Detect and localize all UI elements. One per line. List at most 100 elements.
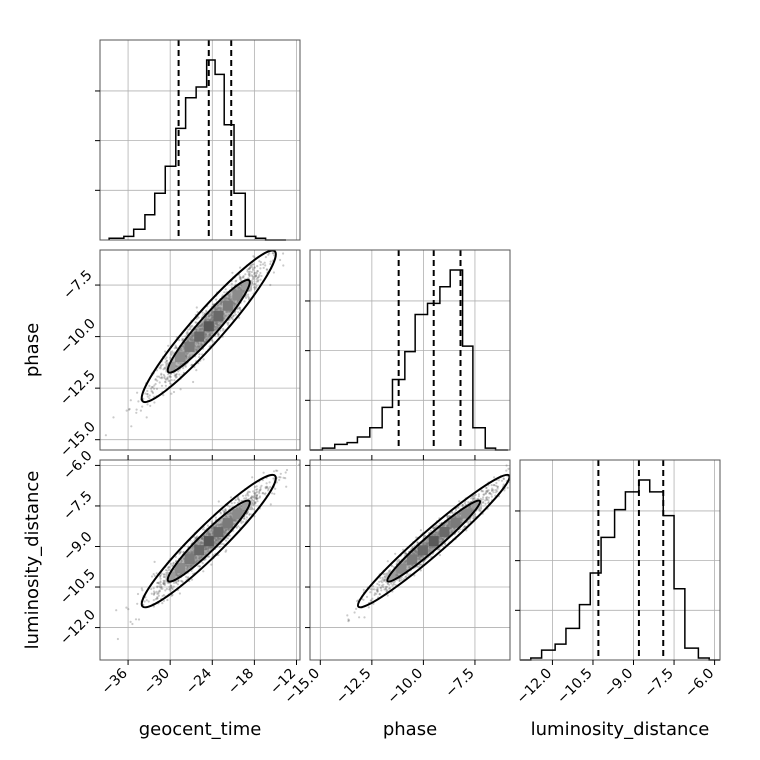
sample-point (172, 562, 175, 565)
sample-point (167, 379, 170, 382)
sample-point (258, 496, 261, 499)
sample-point (155, 387, 159, 390)
sample-point (217, 333, 220, 336)
sample-point (455, 508, 458, 512)
sample-point (160, 586, 163, 589)
sample-point (493, 476, 496, 479)
sample-point (247, 267, 250, 270)
sample-point (174, 555, 177, 559)
sample-point (416, 541, 419, 544)
sample-point (167, 566, 170, 569)
sample-point (192, 380, 195, 384)
sample-point (474, 493, 477, 496)
sample-point (231, 317, 234, 320)
sample-point (177, 580, 180, 583)
sample-point (217, 500, 220, 503)
sample-point (104, 434, 107, 437)
sample-point (190, 578, 194, 581)
sample-point (253, 502, 256, 505)
sample-point (383, 588, 386, 591)
sample-point (512, 475, 514, 477)
sample-point (384, 588, 387, 591)
sample-point (168, 588, 171, 591)
sample-point (487, 499, 490, 502)
sample-point (284, 246, 286, 248)
sample-point (141, 589, 144, 592)
sample-point (256, 493, 259, 496)
sample-point (190, 325, 193, 328)
sample-point (246, 511, 249, 514)
sample-point (285, 468, 289, 472)
sample-point (129, 399, 132, 402)
sample-point (156, 596, 159, 599)
sample-point (358, 616, 361, 619)
sample-point (273, 492, 276, 495)
sample-point (373, 592, 377, 595)
sample-point (487, 496, 490, 499)
sample-point (565, 434, 567, 436)
sample-point (462, 526, 465, 529)
sample-point (181, 580, 184, 583)
sample-point (172, 352, 175, 355)
sample-point (253, 273, 256, 276)
sample-point (259, 267, 262, 270)
sample-point (217, 333, 220, 336)
sample-point (279, 237, 281, 239)
sample-point (383, 575, 386, 578)
sample-point (214, 516, 217, 519)
sample-point (502, 483, 505, 486)
sample-point (378, 593, 381, 596)
sample-point (157, 581, 160, 584)
sample-point (262, 471, 265, 474)
sample-point (146, 395, 149, 398)
sample-point (237, 311, 240, 314)
sample-point (376, 588, 379, 591)
sample-point (276, 469, 279, 472)
x-tick-label: −6.0 (682, 666, 717, 701)
sample-point (255, 498, 258, 501)
sample-point (266, 268, 269, 271)
sample-point (398, 578, 401, 581)
sample-point (264, 487, 267, 490)
sample-point (137, 618, 141, 621)
sample-point (250, 496, 253, 499)
sample-point (467, 521, 470, 524)
sample-point (477, 495, 480, 498)
sample-point (279, 476, 282, 479)
sample-point (202, 570, 205, 573)
sample-point (400, 576, 403, 579)
sample-point (384, 585, 387, 589)
sample-point (394, 552, 397, 555)
sample-point (157, 591, 160, 594)
sample-point (153, 592, 156, 595)
sample-point (249, 264, 252, 267)
sample-point (405, 575, 408, 578)
sample-point (160, 587, 163, 590)
sample-point (149, 404, 152, 407)
y-tick-label: −12.5 (57, 367, 99, 409)
sample-point (375, 588, 378, 591)
sample-point (211, 339, 214, 342)
sample-point (219, 512, 222, 515)
sample-point (255, 497, 258, 500)
sample-point (388, 587, 392, 590)
sample-point (256, 280, 260, 283)
sample-point (174, 375, 177, 378)
sample-point (155, 572, 158, 575)
sample-point (168, 585, 171, 589)
sample-point (246, 511, 249, 514)
sample-point (185, 332, 188, 335)
sample-point (179, 551, 182, 554)
sample-point (155, 369, 158, 372)
x-tick-label: −9.0 (601, 666, 636, 701)
sample-point (371, 597, 374, 600)
sample-point (169, 356, 172, 359)
sample-point (378, 580, 381, 583)
sample-point (272, 271, 275, 274)
sample-point (205, 309, 208, 312)
sample-point (444, 542, 447, 545)
sample-point (154, 378, 157, 381)
sample-point (285, 485, 288, 488)
sample-point (252, 263, 255, 266)
sample-point (190, 569, 193, 573)
